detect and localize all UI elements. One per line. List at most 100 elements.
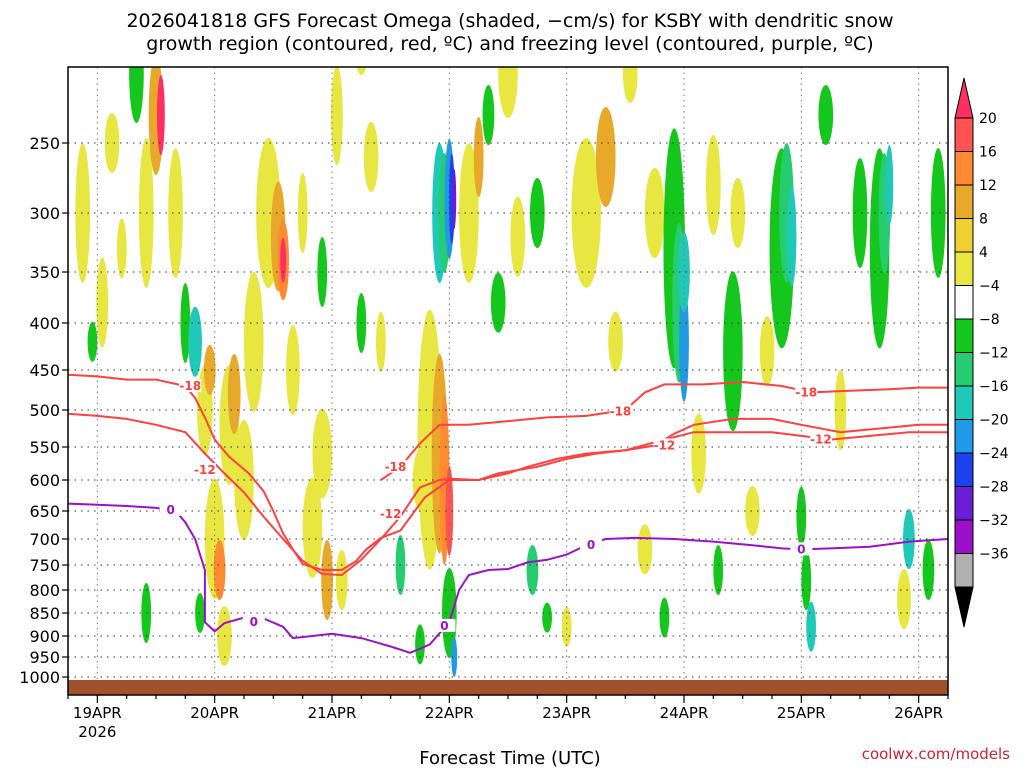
- colorbar-label: −28: [979, 480, 1009, 496]
- contour-label: 0: [250, 615, 258, 629]
- contour-label-bg: [193, 463, 216, 477]
- colorbar-label: 16: [979, 145, 997, 161]
- x-tick-label: 19APR: [73, 704, 122, 722]
- contour-label: 0: [797, 542, 805, 556]
- omega-shading-cell: [203, 345, 216, 395]
- omega-shading-cell: [415, 624, 425, 665]
- y-tick-label: 450: [29, 361, 60, 380]
- omega-shading-cell: [834, 370, 847, 450]
- colorbar-label: 8: [979, 212, 988, 228]
- omega-shading-cell: [759, 316, 775, 387]
- omega-shading-cell: [806, 601, 816, 652]
- omega-shading-cell: [930, 148, 946, 278]
- omega-shading-cell: [922, 540, 935, 600]
- omega-shading-cell: [75, 143, 90, 283]
- colorbar-label: −8: [979, 312, 1000, 328]
- colorbar-segment: [954, 452, 974, 487]
- contour-label-bg: [159, 502, 182, 516]
- omega-shading-cell: [897, 569, 911, 630]
- omega-shading-cell: [195, 593, 205, 633]
- x-tick-label: 25APR: [777, 704, 826, 722]
- omega-shading-cell: [786, 186, 797, 287]
- x-tick-label: 21APR: [308, 704, 357, 722]
- colorbar-label: −12: [979, 346, 1009, 362]
- y-tick-label: 350: [29, 263, 60, 282]
- omega-shading-cell: [451, 637, 458, 677]
- omega-shading-cell: [227, 354, 241, 434]
- terrain-strip: [68, 680, 948, 695]
- omega-shading-cell: [659, 597, 670, 638]
- omega-shading-cell: [280, 237, 287, 283]
- colorbar-label: −20: [979, 413, 1009, 429]
- omega-shading-cell: [213, 540, 226, 600]
- omega-shading-cell: [156, 75, 165, 155]
- colorbar-label: 4: [979, 245, 988, 261]
- y-tick-label: 750: [29, 556, 60, 575]
- x-tick-label: 22APR: [425, 704, 474, 722]
- colorbar-label: 20: [979, 111, 997, 127]
- contour-label: -12: [810, 433, 832, 447]
- contour-label: 0: [166, 503, 174, 517]
- colorbar-min-arrow: [954, 586, 974, 628]
- omega-shading-cell: [331, 67, 343, 165]
- contour-label: -18: [795, 385, 817, 399]
- y-tick-label: 950: [29, 648, 60, 667]
- omega-shading-cell: [622, 67, 638, 103]
- chart-title-line-2: growth region (contoured, red, ºC) and f…: [146, 33, 873, 55]
- omega-shading-cell: [903, 509, 915, 569]
- omega-shading-cell: [335, 550, 348, 610]
- omega-shading-cell: [723, 271, 743, 432]
- colorbar-segment: [954, 318, 974, 353]
- omega-shading-cell: [129, 67, 144, 123]
- omega-shading-cell: [526, 545, 539, 595]
- colorbar-segment: [954, 285, 974, 320]
- omega-shading-cell: [561, 606, 572, 647]
- colorbar-label: −36: [979, 547, 1009, 563]
- colorbar-segment: [954, 419, 974, 454]
- contour-label: 0: [587, 538, 595, 552]
- colorbar-label: −4: [979, 279, 1000, 295]
- contour-label: -12: [194, 463, 216, 477]
- credit-text: coolwx.com/models: [862, 745, 1010, 763]
- omega-shading-cell: [571, 138, 601, 288]
- contour-label-bg: [580, 538, 603, 552]
- colorbar-segment: [954, 486, 974, 521]
- chart-title-line-1: 2026041818 GFS Forecast Omega (shaded, −…: [126, 10, 893, 32]
- x-axis-label: Forecast Time (UTC): [419, 748, 600, 768]
- colorbar: 20 16 12 8 4 −4 −8 −12 −16 −20 −24 −28 −32 −36: [954, 77, 1009, 628]
- y-tick-label: 500: [29, 401, 60, 420]
- x-tick-year-label: 2026: [78, 723, 116, 741]
- x-tick-label: 23APR: [542, 704, 591, 722]
- omega-shading-cell: [188, 306, 202, 377]
- omega-shading-cell: [608, 311, 623, 372]
- y-tick-label: 1000: [19, 668, 60, 687]
- colorbar-segment: [954, 553, 974, 588]
- omega-shading-cell: [473, 117, 484, 197]
- contour-label-bg: [384, 459, 407, 473]
- contour-label-bg: [179, 379, 202, 392]
- contour-layer: -18 -12 -18 -12 -18 -12 -18 -12 0 0 0 0 0: [67, 373, 949, 654]
- contour-label-bg: [379, 506, 402, 520]
- y-tick-label: 900: [29, 627, 60, 646]
- colorbar-segment: [954, 218, 974, 253]
- omega-shading-cell: [286, 325, 300, 415]
- contour-label: -18: [610, 404, 632, 418]
- omega-shading-cell: [510, 196, 526, 277]
- omega-shading-cell: [104, 113, 120, 173]
- contour-label-bg: [795, 385, 818, 399]
- colorbar-label: −16: [979, 379, 1009, 395]
- omega-shading-cell: [644, 168, 665, 258]
- freezing-level-contour: [67, 502, 949, 654]
- y-tick-label: 650: [29, 502, 60, 521]
- contour-label: -12: [654, 439, 676, 453]
- contour-label-bg: [609, 404, 632, 418]
- x-tick-label: 26APR: [894, 704, 943, 722]
- colorbar-segment: [954, 352, 974, 387]
- colorbar-segment: [954, 117, 974, 152]
- omega-shading-cell: [490, 272, 506, 333]
- colorbar-segment: [954, 519, 974, 554]
- contour-label-bg: [809, 432, 832, 446]
- colorbar-max-arrow: [954, 77, 974, 119]
- omega-shading-cell: [116, 218, 127, 279]
